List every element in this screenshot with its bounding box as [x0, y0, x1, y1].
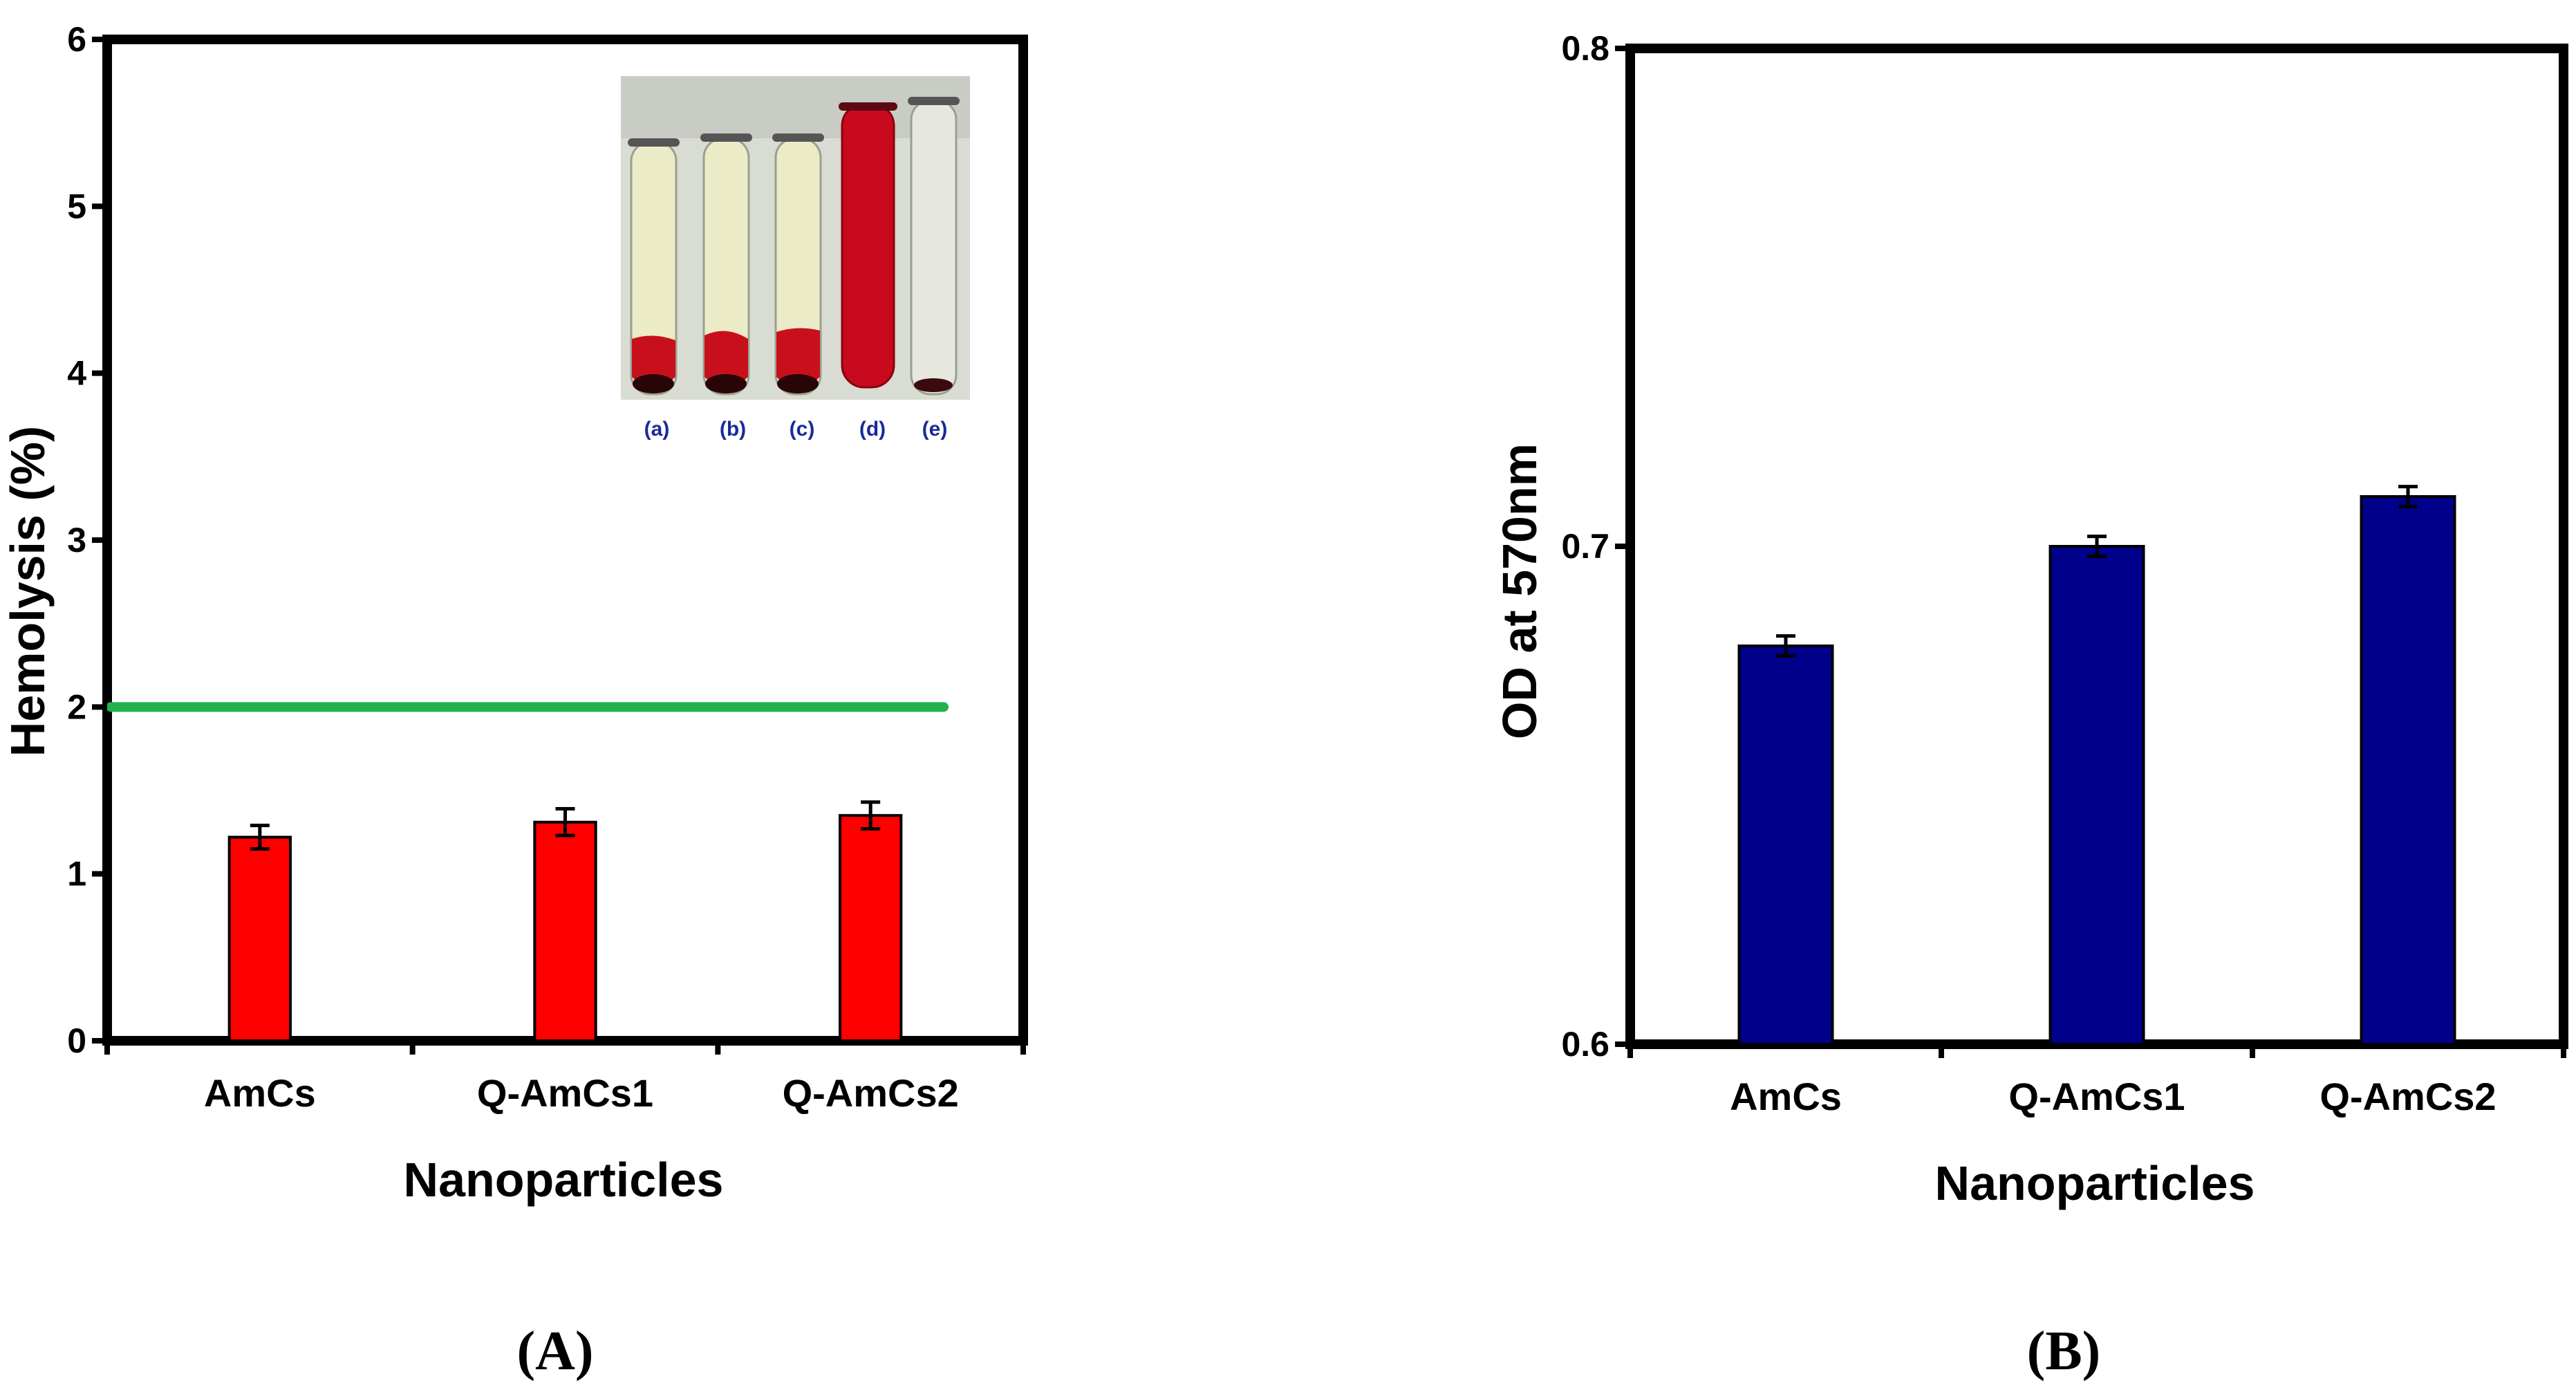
panel-b-bar: [2048, 545, 2145, 1046]
panel-b-y-tick-label: 0.8: [1561, 29, 1609, 68]
panel-a-inset-labels: (a) (b) (c) (d) (e): [644, 418, 948, 441]
tube-d: [839, 102, 897, 389]
panel-b-bar: [2360, 495, 2456, 1046]
tube-a: [628, 138, 680, 396]
panel-a-inset-photo: [621, 76, 970, 400]
panel-b-y-tick-label: 0.6: [1561, 1025, 1609, 1064]
panel-b-x-tick-label: Q-AmCs2: [2320, 1075, 2496, 1118]
panel-a-chart: 0 1 2 3 4 5 6 AmCs Q-AmCs1 Q-AmCs2: [1, 20, 1028, 1382]
panel-a-y-tick-label: 1: [67, 855, 86, 893]
panel-b-y-tick-label: 0.7: [1561, 527, 1609, 566]
panel-a-bar: [227, 835, 292, 1043]
inset-tube-label: (e): [922, 418, 948, 441]
panel-a-y-tick-label: 4: [67, 354, 86, 393]
panel-b-y-ticks: 0.6 0.7 0.8: [1561, 29, 1630, 1064]
panel-a-y-tick-label: 5: [67, 187, 86, 225]
panel-a-bar: [839, 814, 903, 1042]
panel-a-y-ticks: 0 1 2 3 4 5 6: [67, 20, 107, 1060]
panel-b-x-tick-label: AmCs: [1730, 1075, 1842, 1118]
panel-a-label: (A): [516, 1321, 593, 1382]
panel-a-x-axis-title: Nanoparticles: [404, 1153, 724, 1207]
inset-tube-label: (b): [720, 418, 746, 441]
panel-b-bar: [1737, 645, 1834, 1046]
panel-a-y-tick-label: 3: [67, 521, 86, 559]
panel-b-marks: [1737, 485, 2456, 1046]
panel-a-y-axis-title: Hemolysis (%): [1, 426, 55, 757]
panel-a-bar: [533, 820, 597, 1043]
panel-a-x-tick-label: Q-AmCs2: [783, 1071, 959, 1115]
panel-a-x-tick-label: AmCs: [204, 1071, 316, 1115]
inset-tube-label: (c): [790, 418, 815, 441]
tube-b: [700, 133, 752, 396]
panel-b-x-ticks: AmCs Q-AmCs1 Q-AmCs2: [1627, 1044, 2566, 1118]
inset-tube-label: (d): [859, 418, 886, 441]
panel-b-x-axis-title: Nanoparticles: [1935, 1156, 2255, 1210]
panel-b-chart: 0.6 0.7 0.8 AmCs Q-AmCs1 Q-AmCs2 Nanoparticl…: [1493, 29, 2568, 1382]
panel-a-marks: [227, 800, 903, 1043]
panel-a-y-tick-label: 2: [67, 687, 86, 726]
panel-a-x-ticks: AmCs Q-AmCs1 Q-AmCs2: [104, 1041, 1026, 1115]
inset-tube-label: (a): [644, 418, 670, 441]
panel-a-y-tick-label: 0: [67, 1021, 86, 1060]
tube-c: [772, 133, 824, 396]
tube-e: [908, 97, 960, 396]
panel-b-label: (B): [2027, 1321, 2101, 1382]
panel-b-x-tick-label: Q-AmCs1: [2008, 1075, 2185, 1118]
panel-a-y-tick-label: 6: [67, 20, 86, 59]
panel-a-x-tick-label: Q-AmCs1: [477, 1071, 653, 1115]
panel-b-y-axis-title: OD at 570nm: [1493, 443, 1547, 739]
